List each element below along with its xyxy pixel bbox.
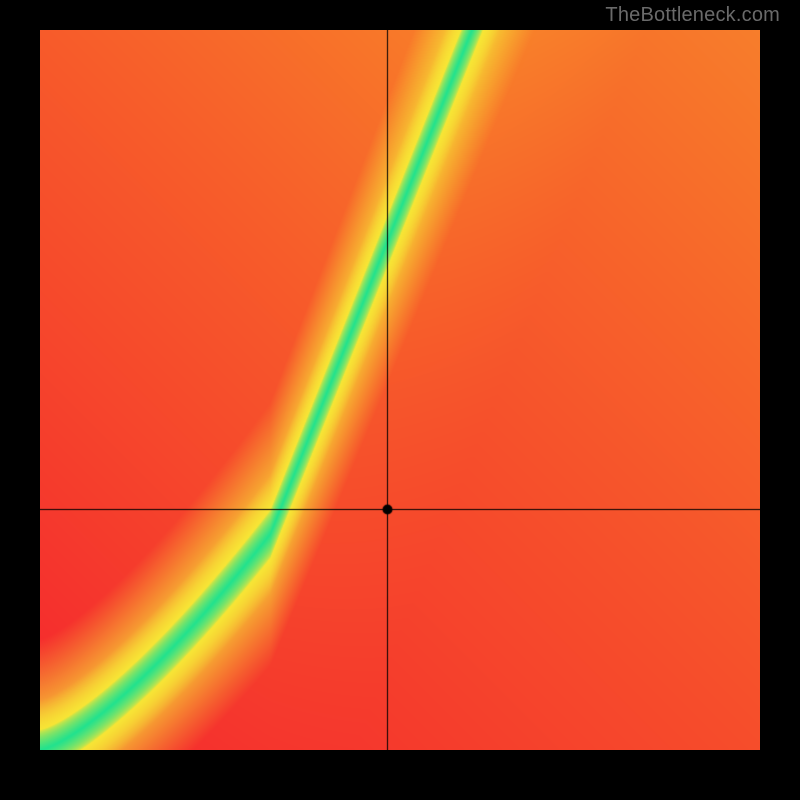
heatmap-canvas <box>40 30 760 750</box>
chart-container: TheBottleneck.com <box>0 0 800 800</box>
watermark-text: TheBottleneck.com <box>605 4 780 27</box>
